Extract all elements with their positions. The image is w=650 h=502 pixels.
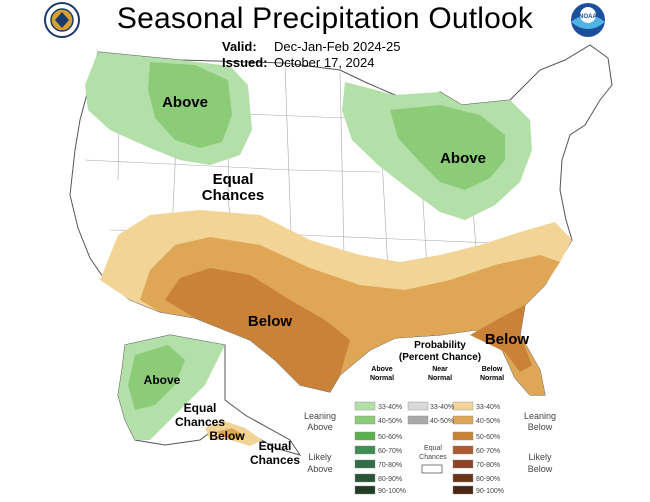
near-range-1: 40-50% — [430, 418, 454, 425]
likely-below-1: Likely — [528, 452, 552, 462]
legend-title: Probability — [414, 340, 466, 351]
ak-equal2-label-2: Chances — [250, 453, 300, 467]
above-range-0: 33-40% — [378, 404, 402, 411]
below-swatch-1 — [452, 415, 474, 425]
above-swatch-6 — [354, 485, 376, 495]
nw-above-label: Above — [162, 94, 208, 111]
legend: Probability (Percent Chance) Above Norma… — [304, 340, 556, 495]
below-swatch-3 — [452, 445, 474, 455]
col-above-1: Above — [371, 366, 393, 373]
issued-date: Issued: October 17, 2024 — [222, 55, 374, 70]
ak-equal-label-1: Equal — [184, 401, 217, 415]
below-range-6: 90-100% — [476, 488, 504, 495]
noaa-logo: NOAA — [571, 3, 605, 37]
leaning-above-1: Leaning — [304, 411, 336, 421]
likely-above-2: Above — [307, 464, 333, 474]
col-below-1: Below — [482, 366, 503, 373]
leaning-above-2: Above — [307, 422, 333, 432]
above-range-1: 40-50% — [378, 418, 402, 425]
svg-text:NOAA: NOAA — [579, 14, 597, 20]
below-swatch-6 — [452, 485, 474, 495]
alaska-below-40-50-region — [215, 428, 245, 440]
valid-period: Valid: Dec-Jan-Feb 2024-25 — [222, 39, 400, 54]
above-gl-40-50-region — [390, 105, 505, 190]
above-swatch-1 — [354, 415, 376, 425]
below-range-3: 60-70% — [476, 448, 500, 455]
above-range-3: 60-70% — [378, 448, 402, 455]
above-range-5: 80-90% — [378, 476, 402, 483]
equal-chances-label-1: Equal — [213, 171, 254, 188]
above-range-4: 70-80% — [378, 462, 402, 469]
below-range-4: 70-80% — [476, 462, 500, 469]
issued-label: Issued: — [222, 55, 268, 70]
col-below-2: Normal — [480, 375, 504, 382]
leaning-below-1: Leaning — [524, 411, 556, 421]
above-swatch-5 — [354, 473, 376, 483]
equal-chances-swatch — [421, 464, 443, 474]
near-swatch-1 — [407, 415, 429, 425]
below-swatch-2 — [452, 431, 474, 441]
ak-below-label: Below — [209, 429, 245, 443]
near-swatch-0 — [407, 401, 429, 411]
issued-value: October 17, 2024 — [274, 55, 375, 70]
above-swatch-3 — [354, 445, 376, 455]
below-range-2: 50-60% — [476, 434, 500, 441]
legend-subtitle: (Percent Chance) — [399, 352, 481, 363]
above-swatch-0 — [354, 401, 376, 411]
ak-equal2-label-1: Equal — [259, 439, 292, 453]
col-above-2: Normal — [370, 375, 394, 382]
ak-above-label: Above — [144, 373, 181, 387]
below-swatch-5 — [452, 473, 474, 483]
doc-seal — [44, 2, 80, 38]
ak-equal-label-2: Chances — [175, 415, 225, 429]
equal-chances-label-2: Chances — [202, 187, 265, 204]
leaning-below-2: Below — [528, 422, 553, 432]
page-title: Seasonal Precipitation Outlook — [116, 2, 534, 35]
below-swatch-4 — [452, 459, 474, 469]
alaska-above-40-50-region — [128, 345, 185, 410]
equal-chances-key-2: Chances — [419, 454, 447, 461]
valid-label: Valid: — [222, 39, 257, 54]
below-range-5: 80-90% — [476, 476, 500, 483]
gl-above-label: Above — [440, 150, 486, 167]
above-swatch-4 — [354, 459, 376, 469]
below-range-0: 33-40% — [476, 404, 500, 411]
col-near-2: Normal — [428, 375, 452, 382]
above-swatch-2 — [354, 431, 376, 441]
near-range-0: 33-40% — [430, 404, 454, 411]
equal-chances-key-1: Equal — [424, 445, 442, 452]
sw-below-label: Below — [248, 313, 293, 330]
below-swatch-0 — [452, 401, 474, 411]
below-50-60-se-region — [470, 305, 532, 372]
likely-below-2: Below — [528, 464, 553, 474]
above-nw-40-50-region — [148, 62, 232, 148]
below-50-60-region — [165, 268, 350, 392]
above-range-6: 90-100% — [378, 488, 406, 495]
below-range-1: 40-50% — [476, 418, 500, 425]
above-range-2: 50-60% — [378, 434, 402, 441]
valid-value: Dec-Jan-Feb 2024-25 — [274, 39, 401, 54]
col-near-1: Near — [432, 366, 448, 373]
se-below-label: Below — [485, 331, 530, 348]
likely-above-1: Likely — [308, 452, 332, 462]
